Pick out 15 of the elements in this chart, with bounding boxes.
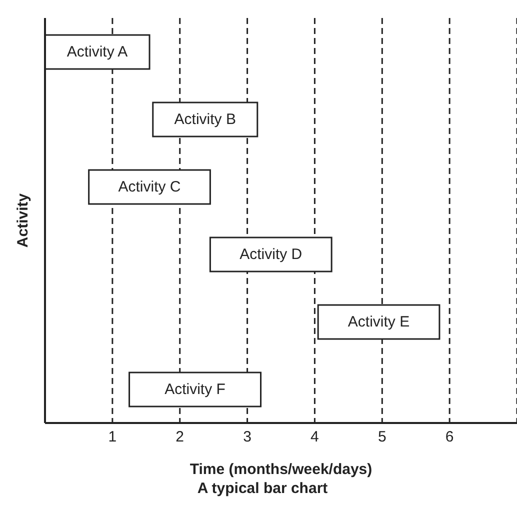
y-tick-label: Activity C	[118, 178, 181, 196]
x-tick-label: 2	[176, 428, 184, 446]
y-tick-label: Activity F	[164, 381, 226, 398]
y-tick-label: Activity E	[348, 314, 410, 330]
x-axis-title: Time (months/week/days)	[190, 461, 372, 478]
x-tick-label: 6	[445, 428, 454, 446]
x-tick-label: 1	[108, 428, 117, 446]
text: A typical bar chart	[196, 480, 329, 497]
x-tick-label: 3	[243, 428, 252, 446]
y-tick-label: Activity A	[66, 44, 128, 60]
y-tick-label: Activity B	[174, 111, 236, 128]
y-axis-title: Activity	[14, 192, 32, 248]
x-tick-label: 4	[310, 428, 319, 446]
x-tick-label: 5	[378, 428, 386, 446]
y-tick-label: Activity D	[240, 246, 302, 263]
